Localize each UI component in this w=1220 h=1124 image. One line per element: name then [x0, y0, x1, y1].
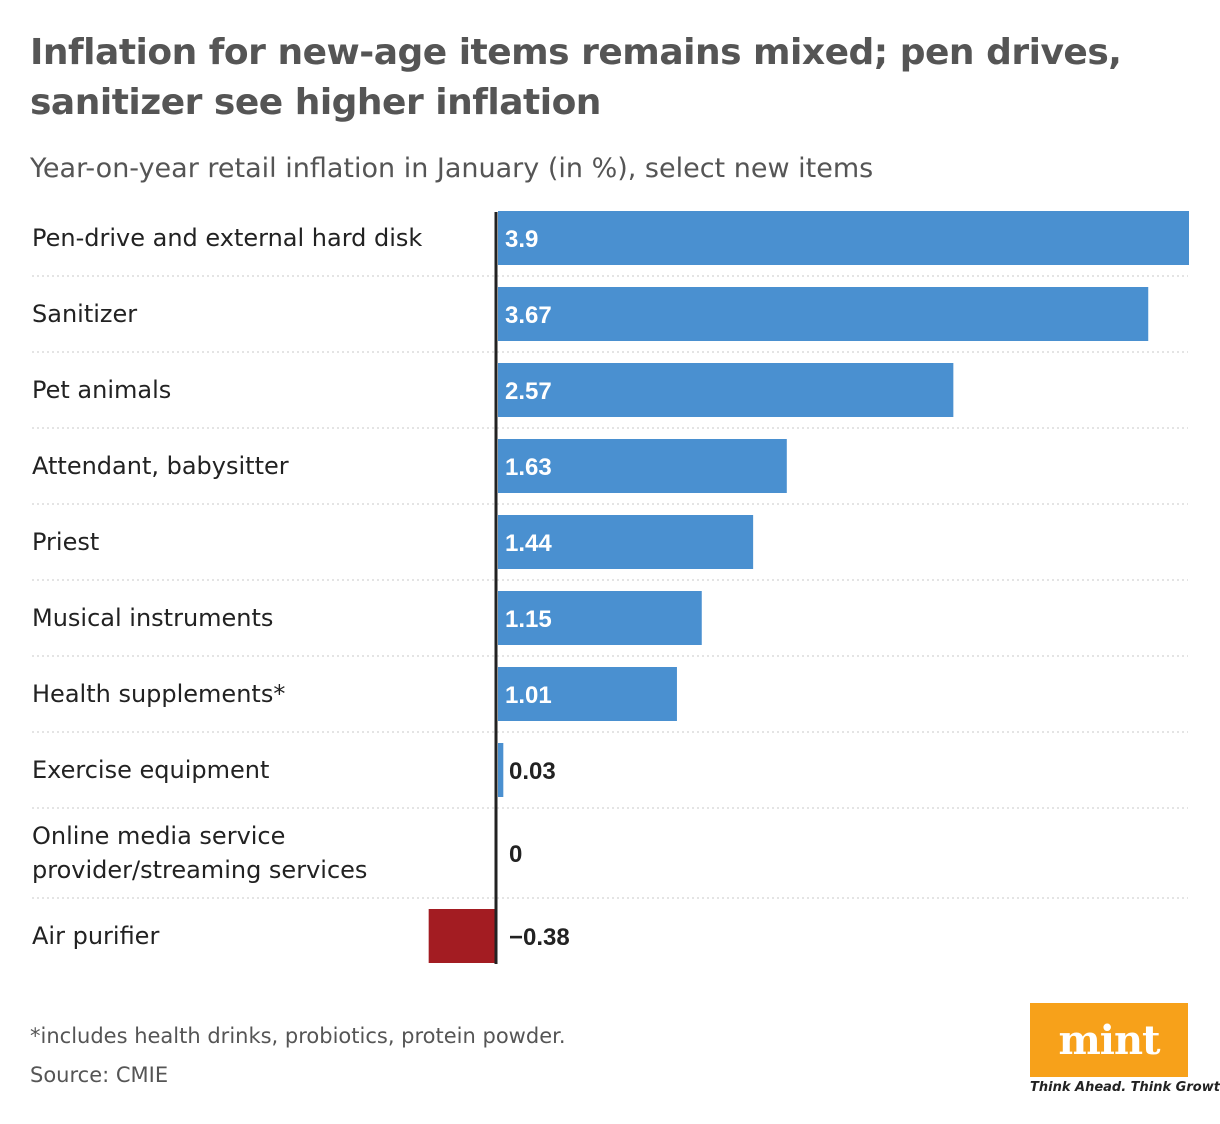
category-label: Attendant, babysitter [32, 452, 289, 480]
bar [498, 439, 787, 493]
category-label: Online media service provider/streaming … [32, 822, 368, 884]
bar-chart: 3.9 3.67 2.57 1.63 1.44 1.15 1.01 0.03 0 −0.38 [32, 211, 1189, 964]
logo-wordmark: mint [1058, 1016, 1160, 1064]
category-label: Priest [32, 528, 100, 556]
data-label: 2.57 [505, 378, 552, 405]
category-label: Health supplements* [32, 680, 286, 708]
category-label: Pen-drive and external hard disk [32, 224, 423, 252]
data-label: 1.44 [505, 530, 552, 557]
data-label: 1.63 [505, 454, 552, 481]
data-label: 3.9 [505, 226, 538, 253]
bar [498, 743, 504, 797]
logo-tagline: Think Ahead. Think Growth. [1030, 1080, 1220, 1095]
data-label: 0.03 [509, 758, 556, 785]
mint-logo: mint [1030, 1003, 1188, 1077]
data-label: −0.38 [509, 924, 570, 951]
bar [498, 591, 702, 645]
data-label: 1.01 [505, 682, 552, 709]
bar [498, 363, 954, 417]
source-note: Source: CMIE [30, 1063, 169, 1087]
bar [498, 211, 1189, 265]
category-label: Sanitizer [32, 300, 138, 328]
bar [428, 909, 496, 963]
data-label: 1.15 [505, 606, 552, 633]
data-label: 3.67 [505, 302, 552, 329]
category-label: Pet animals [32, 376, 172, 404]
category-label: Musical instruments [32, 604, 274, 632]
data-label: 0 [509, 841, 522, 868]
bar [498, 515, 754, 569]
chart-title: Inflation for new-age items remains mixe… [30, 32, 1122, 123]
bar [498, 287, 1149, 341]
footnote: *includes health drinks, probiotics, pro… [30, 1024, 566, 1048]
chart-subtitle: Year-on-year retail inflation in January… [30, 153, 874, 184]
bar [498, 667, 677, 721]
category-label: Exercise equipment [32, 756, 270, 784]
category-label: Air purifier [32, 922, 160, 950]
